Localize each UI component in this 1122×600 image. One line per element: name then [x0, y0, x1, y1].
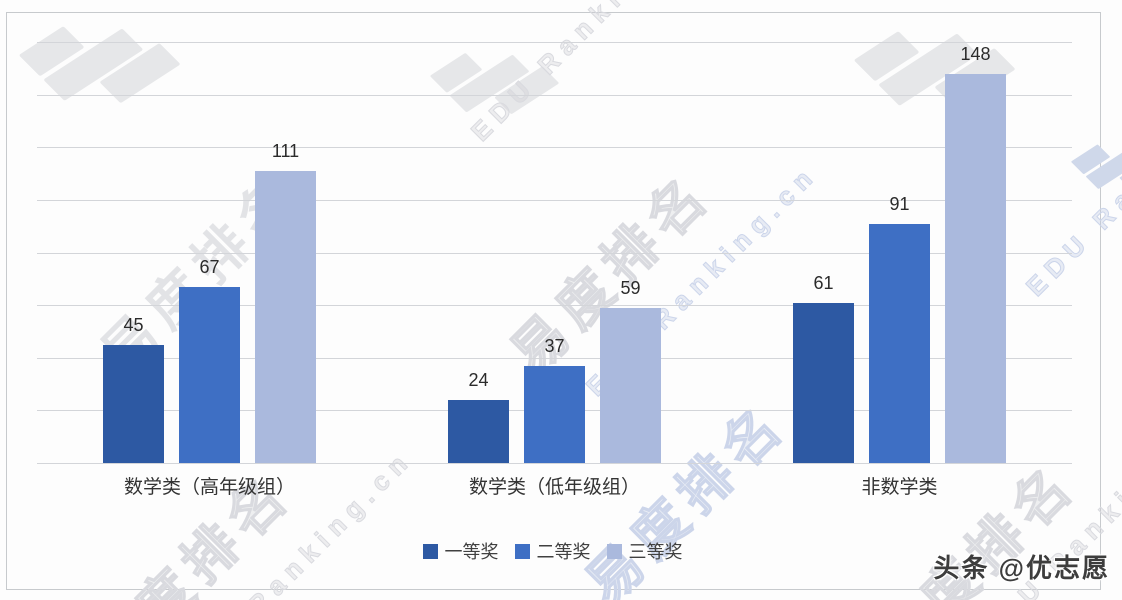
gridline	[37, 199, 1072, 201]
bar-second-prize	[869, 223, 930, 463]
legend-label: 三等奖	[628, 542, 683, 562]
bar-group-2: 24 37 59	[382, 42, 727, 463]
bar-column: 91	[869, 42, 930, 463]
gridline	[37, 357, 1072, 359]
bar-group-3: 61 91 148	[727, 42, 1072, 463]
legend-swatch-icon	[606, 543, 622, 559]
legend-item-second-prize: 二等奖	[514, 538, 591, 564]
plot-area: 45 67 111 24 37	[37, 42, 1072, 464]
bar-value-label: 91	[889, 193, 910, 214]
bar-third-prize	[255, 170, 316, 463]
bar-first-prize	[793, 302, 854, 463]
credit-watermark: 头条 @优志愿	[933, 553, 1110, 583]
bar-column: 24	[448, 42, 509, 463]
bar-value-label: 59	[620, 277, 641, 298]
gridline	[37, 252, 1072, 254]
category-label: 数学类（低年级组）	[468, 477, 640, 498]
legend-label: 一等奖	[444, 542, 499, 562]
bar-column: 37	[524, 42, 585, 463]
legend-label: 二等奖	[536, 542, 591, 562]
bar-value-label: 67	[199, 256, 220, 277]
bar-first-prize	[448, 399, 509, 463]
bar-column: 61	[793, 42, 854, 463]
bar-value-label: 37	[544, 335, 565, 356]
gridline	[37, 305, 1072, 307]
bar-first-prize	[103, 344, 164, 463]
bar-value-label: 148	[960, 43, 991, 64]
legend: 一等奖 二等奖 三等奖	[6, 538, 1099, 564]
legend-swatch-icon	[514, 543, 530, 559]
category-label: 数学类（高年级组）	[123, 477, 295, 498]
bar-column: 67	[179, 42, 240, 463]
bar-column: 148	[945, 42, 1006, 463]
gridline	[37, 42, 1072, 43]
bar-value-label: 45	[123, 314, 144, 335]
bar-value-label: 61	[813, 272, 834, 293]
bar-value-label: 111	[271, 140, 300, 161]
legend-item-first-prize: 一等奖	[422, 538, 499, 564]
chart-frame	[6, 12, 1101, 590]
category-label: 非数学类	[861, 477, 938, 498]
bar-second-prize	[179, 286, 240, 463]
bar-column: 59	[600, 42, 661, 463]
bar-third-prize	[945, 73, 1006, 463]
bar-column: 45	[103, 42, 164, 463]
bar-second-prize	[524, 365, 585, 463]
gridline	[37, 147, 1072, 149]
legend-item-third-prize: 三等奖	[606, 538, 683, 564]
bar-value-label: 24	[468, 369, 489, 390]
bar-third-prize	[600, 307, 661, 463]
category-axis: 数学类（高年级组） 数学类（低年级组） 非数学类	[37, 472, 1072, 499]
bar-groups: 45 67 111 24 37	[37, 42, 1072, 463]
legend-swatch-icon	[422, 543, 438, 559]
bar-column: 111	[255, 42, 316, 463]
gridline-baseline	[37, 463, 1072, 464]
bar-group-1: 45 67 111	[37, 42, 382, 463]
